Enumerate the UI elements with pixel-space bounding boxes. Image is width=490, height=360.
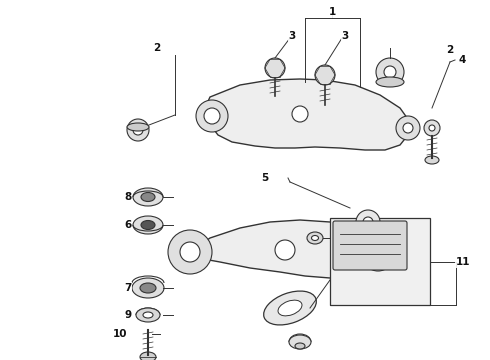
Text: 2: 2 — [446, 45, 454, 55]
Ellipse shape — [264, 291, 317, 325]
Ellipse shape — [133, 125, 143, 135]
Ellipse shape — [140, 283, 156, 293]
Text: 3: 3 — [289, 31, 295, 41]
Circle shape — [403, 123, 413, 133]
Ellipse shape — [133, 216, 163, 234]
Polygon shape — [186, 220, 380, 278]
Text: 8: 8 — [124, 192, 132, 202]
Ellipse shape — [127, 119, 149, 141]
Ellipse shape — [132, 278, 164, 298]
Circle shape — [265, 58, 285, 78]
Ellipse shape — [295, 343, 305, 349]
Ellipse shape — [136, 308, 160, 322]
Circle shape — [196, 100, 228, 132]
Circle shape — [362, 239, 394, 271]
Text: 2: 2 — [153, 43, 161, 53]
Ellipse shape — [141, 220, 155, 230]
Bar — [330, 218, 430, 305]
Ellipse shape — [140, 352, 156, 360]
Text: 10: 10 — [113, 329, 127, 339]
Circle shape — [275, 240, 295, 260]
Text: 9: 9 — [124, 310, 131, 320]
Ellipse shape — [127, 123, 149, 131]
Text: 4: 4 — [458, 55, 466, 65]
Ellipse shape — [425, 156, 439, 164]
Ellipse shape — [143, 312, 153, 318]
Circle shape — [292, 106, 308, 122]
Ellipse shape — [141, 193, 155, 202]
Text: 7: 7 — [124, 283, 132, 293]
FancyBboxPatch shape — [333, 221, 407, 270]
Polygon shape — [205, 79, 410, 150]
Text: 5: 5 — [261, 173, 269, 183]
Text: 3: 3 — [342, 31, 348, 41]
Circle shape — [180, 242, 200, 262]
Circle shape — [424, 120, 440, 136]
Circle shape — [384, 66, 396, 78]
Circle shape — [315, 65, 335, 85]
Circle shape — [204, 108, 220, 124]
Circle shape — [356, 210, 380, 234]
Ellipse shape — [307, 232, 323, 244]
Text: 1: 1 — [328, 7, 336, 17]
Text: 6: 6 — [124, 220, 132, 230]
Ellipse shape — [278, 300, 302, 316]
Circle shape — [371, 248, 385, 262]
Circle shape — [363, 217, 373, 227]
Circle shape — [429, 125, 435, 131]
Circle shape — [396, 116, 420, 140]
Text: 11: 11 — [456, 257, 470, 267]
Ellipse shape — [312, 235, 318, 240]
Circle shape — [376, 58, 404, 86]
Ellipse shape — [376, 77, 404, 87]
Ellipse shape — [289, 335, 311, 349]
Circle shape — [168, 230, 212, 274]
Ellipse shape — [133, 188, 163, 206]
